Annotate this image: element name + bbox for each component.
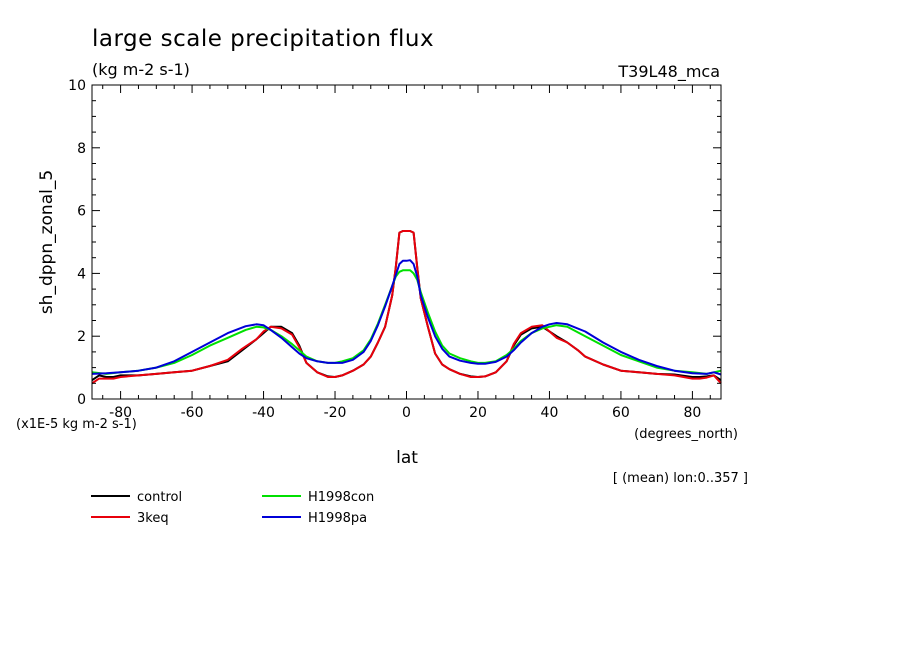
y-axis-label: sh_dppn_zonal_5	[37, 170, 57, 314]
legend-item-h1998con: H1998con	[262, 490, 374, 505]
x-tick-label: -60	[181, 405, 204, 421]
plot-frame	[91, 84, 722, 400]
legend: control 3keq H1998con H1998pa	[91, 490, 374, 526]
legend-label-control: control	[137, 490, 182, 505]
y-tick-label: 4	[77, 266, 86, 282]
x-axis-label: lat	[396, 448, 418, 468]
chart-units: (kg m-2 s-1)	[92, 60, 190, 79]
x-tick-label: 40	[541, 405, 559, 421]
axis-ticks	[92, 84, 721, 400]
legend-label-3keq: 3keq	[137, 511, 169, 526]
experiment-label: T39L48_mca	[617, 62, 720, 82]
y-tick-label: 2	[77, 329, 86, 345]
x-tick-labels: -80 -60 -40 -20 0 20 40 60 80	[109, 405, 701, 421]
x-tick-label: 60	[612, 405, 630, 421]
series-line-h1998con	[91, 269, 722, 375]
y-tick-label: 0	[77, 392, 86, 408]
y-tick-label: 10	[68, 78, 86, 94]
y-tick-label: 8	[77, 141, 86, 157]
x-tick-label: -20	[324, 405, 347, 421]
series-line-3keq	[91, 230, 722, 385]
plot-lines	[91, 230, 722, 385]
mean-annotation: [ (mean) lon:0..357 ]	[613, 471, 748, 486]
legend-label-h1998con: H1998con	[308, 490, 374, 505]
x-units-label: (degrees_north)	[634, 427, 738, 442]
x-tick-label: 80	[683, 405, 701, 421]
series-line-h1998pa	[91, 259, 722, 376]
x-tick-label: 20	[469, 405, 487, 421]
chart-title: large scale precipitation flux	[92, 26, 434, 52]
legend-item-control: control	[91, 490, 182, 505]
x-tick-label: -80	[109, 405, 132, 421]
legend-item-3keq: 3keq	[91, 511, 169, 526]
y-scale-note: (x1E-5 kg m-2 s-1)	[16, 417, 137, 432]
y-tick-label: 6	[77, 204, 86, 220]
x-tick-label: -40	[252, 405, 275, 421]
legend-item-h1998pa: H1998pa	[262, 511, 367, 526]
y-tick-labels: 0 2 4 6 8 10	[68, 78, 86, 408]
x-tick-label: 0	[402, 405, 411, 421]
legend-label-h1998pa: H1998pa	[308, 511, 367, 526]
